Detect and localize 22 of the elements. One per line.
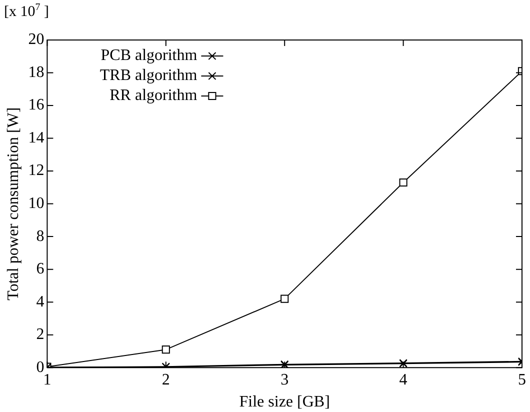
legend-label: RR algorithm xyxy=(110,87,198,104)
y-tick-label: 18 xyxy=(28,64,44,81)
y-tick-label: 20 xyxy=(28,31,44,48)
y-tick-label: 0 xyxy=(36,358,44,376)
x-tick-label: 3 xyxy=(280,371,289,388)
legend-label: TRB algorithm xyxy=(100,67,198,84)
y-tick-label: 12 xyxy=(28,162,44,180)
x-tick-label: 1 xyxy=(43,371,52,388)
y-tick-label: 2 xyxy=(36,326,44,344)
y-tick-label: 16 xyxy=(28,96,44,114)
text: [x 10$^{7}$ ] xyxy=(4,2,49,21)
y-tick-label: 10 xyxy=(28,195,44,212)
y-tick-label: 4 xyxy=(36,293,44,310)
x-tick-label: 5 xyxy=(518,371,526,388)
y-tick-label: 14 xyxy=(28,129,44,146)
y-tick-label: 6 xyxy=(36,260,44,278)
x-axis-title: File size [GB] xyxy=(239,394,330,411)
legend-label: PCB algorithm xyxy=(100,47,198,64)
x-tick-label: 4 xyxy=(399,371,408,388)
y-axis-title: Total power consumption [W] xyxy=(4,107,22,300)
y-tick-label: 8 xyxy=(36,228,44,245)
x-tick-label: 2 xyxy=(162,371,170,388)
